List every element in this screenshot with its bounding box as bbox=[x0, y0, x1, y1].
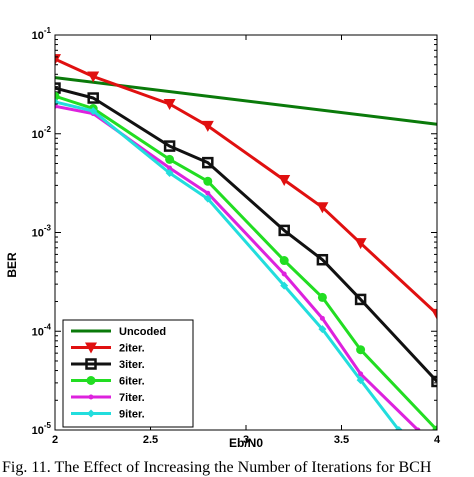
legend-label-3iter: 3iter. bbox=[119, 359, 145, 371]
data-point-3iter bbox=[87, 92, 99, 104]
data-point-6iter bbox=[279, 256, 289, 266]
data-point-9iter bbox=[318, 325, 327, 334]
y-tick-label: 10-2 bbox=[32, 125, 52, 141]
axes: 2 2.5 3 3.5 4 10-5 10-4 10-3 10-2 10-1 bbox=[32, 26, 441, 446]
legend-marker-2iter bbox=[85, 342, 97, 354]
data-point-6iter bbox=[317, 292, 327, 302]
data-point-2iter bbox=[354, 238, 367, 250]
data-point-9iter bbox=[394, 426, 403, 430]
data-point-3iter bbox=[431, 375, 437, 388]
data-point-3iter bbox=[354, 293, 367, 306]
legend-box bbox=[62, 319, 194, 428]
data-point-2iter bbox=[201, 120, 214, 132]
data-point-6iter bbox=[203, 176, 213, 186]
data-point-7iter bbox=[358, 371, 364, 377]
x-axis-label: Eb/N0 bbox=[229, 436, 263, 450]
data-point-6iter bbox=[356, 345, 366, 355]
data-point-9iter bbox=[89, 106, 98, 115]
x-tick-label: 2 bbox=[52, 434, 58, 446]
data-point-6iter bbox=[165, 154, 175, 164]
y-tick-label: 10-4 bbox=[32, 322, 52, 338]
x-tick-label: 2.5 bbox=[143, 434, 158, 446]
figure-caption: Fig. 11. The Effect of Increasing the Nu… bbox=[2, 459, 432, 476]
series-line-6iter bbox=[55, 94, 437, 430]
x-tick-label: 4 bbox=[434, 434, 441, 446]
data-point-2iter bbox=[431, 308, 437, 320]
data-point-7iter bbox=[167, 165, 173, 171]
data-point-2iter bbox=[87, 71, 100, 83]
data-point-9iter bbox=[203, 194, 212, 203]
data-point-9iter bbox=[280, 281, 289, 290]
y-tick-label: 10-3 bbox=[32, 224, 52, 240]
data-point-7iter bbox=[205, 190, 211, 196]
legend-label-6iter: 6iter. bbox=[119, 376, 145, 388]
legend: Uncoded 2iter. 3iter. 6iter. 7iter. 9iter. bbox=[62, 319, 194, 428]
data-point-7iter bbox=[319, 315, 325, 321]
x-tick-label: 3 bbox=[243, 434, 249, 446]
legend-label-2iter: 2iter. bbox=[119, 343, 145, 355]
legend-marker-3iter bbox=[85, 358, 97, 370]
x-tick-label: 3.5 bbox=[334, 434, 349, 446]
data-point-2iter bbox=[316, 202, 329, 214]
data-point-7iter bbox=[415, 427, 421, 430]
series-line-2iter bbox=[55, 57, 437, 316]
legend-label-9iter: 9iter. bbox=[119, 409, 145, 421]
series-line-3iter bbox=[55, 86, 437, 383]
data-point-6iter bbox=[55, 91, 60, 101]
ber-chart: 2 2.5 3 3.5 4 10-5 10-4 10-3 10-2 10-1 Uncoded 2it… bbox=[5, 26, 441, 450]
series-line-9iter bbox=[55, 100, 400, 430]
y-tick-label: 10-5 bbox=[32, 421, 52, 437]
data-point-2iter bbox=[163, 99, 176, 111]
data-point-3iter bbox=[163, 140, 176, 152]
series-3iter bbox=[55, 82, 437, 388]
data-point-3iter bbox=[202, 156, 214, 169]
legend-label-uncoded: Uncoded bbox=[119, 326, 166, 338]
data-point-7iter bbox=[281, 271, 287, 277]
series-9iter bbox=[55, 97, 403, 430]
legend-marker-7iter bbox=[88, 394, 94, 400]
data-point-2iter bbox=[278, 175, 291, 187]
data-point-3iter bbox=[55, 82, 61, 94]
legend-marker-9iter bbox=[87, 409, 95, 418]
series-lines bbox=[55, 54, 437, 430]
series-6iter bbox=[55, 91, 437, 430]
legend-label-7iter: 7iter. bbox=[119, 392, 145, 404]
y-tick-label: 10-1 bbox=[32, 26, 52, 42]
legend-marker-6iter bbox=[86, 376, 96, 385]
data-point-3iter bbox=[278, 224, 290, 237]
data-point-6iter bbox=[432, 425, 437, 430]
y-axis-label: BER bbox=[5, 252, 19, 278]
data-point-9iter bbox=[165, 169, 174, 178]
data-point-3iter bbox=[316, 253, 329, 266]
data-point-9iter bbox=[356, 376, 365, 385]
